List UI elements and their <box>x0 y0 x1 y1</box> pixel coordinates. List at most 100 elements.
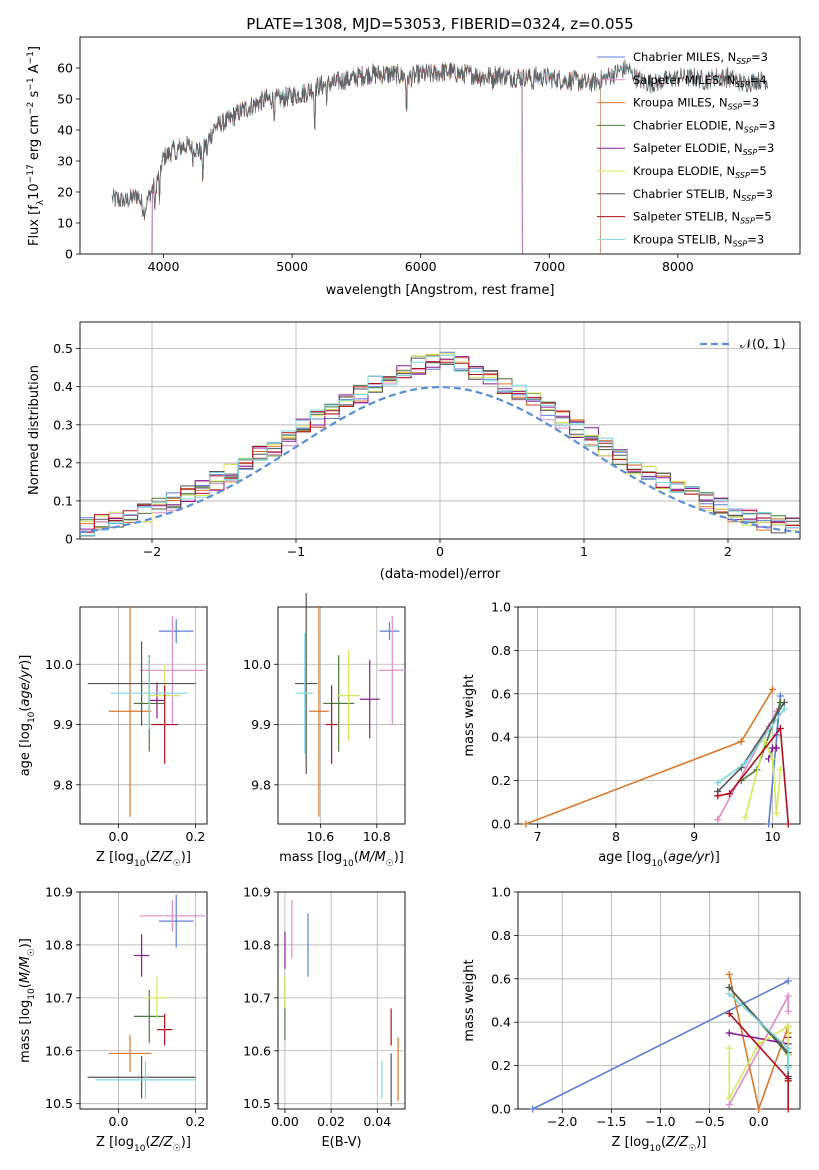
y-tick-label: 0.8 <box>491 928 511 943</box>
y-tick-label: 0.0 <box>491 817 511 832</box>
x-tick-label: 0.0 <box>749 1114 769 1129</box>
mass-vs-metallicity-panel: 0.0 0.2 10.5 10.6 10.7 10.8 10.9 Z [log10(Z/Z☉)… <box>18 885 208 1154</box>
weight-marker-kroupa-stelib <box>784 1064 792 1072</box>
axes-frame <box>517 891 801 1110</box>
y-axis-label: age [log10(age/yr)] <box>18 655 37 777</box>
x-tick-label: −1 <box>287 544 305 559</box>
y-tick-label: 9.9 <box>53 717 73 732</box>
x-axis-label: E(B-V) <box>321 1135 361 1150</box>
weight-marker-kroupa-elodie <box>784 1023 792 1031</box>
x-axis-label: wavelength [Angstrom, rest frame] <box>326 283 555 298</box>
weight-marker-kroupa-elodie <box>761 738 769 746</box>
y-tick-label: 0.1 <box>53 493 73 508</box>
residuals-panel: −2 −1 0 1 2 0 0.1 0.2 0.3 0.4 0.5 𝒩(0, 1) (data-mode… <box>27 321 801 582</box>
weight-marker-kroupa-miles <box>725 970 733 978</box>
y-tick-label: 0.4 <box>491 1015 511 1030</box>
y-tick-label: 40 <box>57 123 73 138</box>
x-tick-label: −2 <box>143 544 161 559</box>
x-tick-label: −0.5 <box>694 1114 724 1129</box>
x-tick-label: 7000 <box>533 259 565 274</box>
legend-label-chabrier-miles: Chabrier MILES, NSSP=3 <box>633 50 768 66</box>
weight-marker-salpeter-stelib <box>784 820 792 828</box>
legend-label-kroupa-stelib: Kroupa STELIB, NSSP=3 <box>633 232 764 248</box>
histogram-kroupa-elodie <box>80 353 800 532</box>
weight-marker-salpeter-miles <box>784 992 792 1000</box>
x-tick-label: 10.8 <box>363 829 391 844</box>
y-tick-label: 0.5 <box>53 341 73 356</box>
axes-frame <box>79 891 208 1110</box>
y-axis-label: mass weight <box>462 959 477 1041</box>
histogram-salpeter-stelib <box>80 361 800 533</box>
y-tick-label: 1.0 <box>491 885 511 900</box>
weight-vs-metallicity-panel: −2.0 −1.5 −1.0 −0.5 0.0 0.0 0.2 0.4 0.6 0.8 1.0 Z [… <box>462 885 801 1154</box>
x-tick-label: 0.02 <box>317 1114 345 1129</box>
axes-frame <box>277 891 406 1110</box>
y-tick-label: 0.6 <box>491 686 511 701</box>
y-tick-label: 10.7 <box>45 990 73 1005</box>
y-tick-label: 20 <box>57 185 73 200</box>
x-tick-label: 0.0 <box>109 829 129 844</box>
spectrum-line-chabrier-stelib <box>111 59 769 219</box>
weight-marker-chabrier-miles <box>776 692 784 700</box>
weight-line-chabrier-miles <box>532 980 789 1110</box>
axes-frame <box>79 606 208 825</box>
x-tick-label: 10.6 <box>306 829 334 844</box>
weight-marker-kroupa-stelib <box>784 1044 792 1052</box>
weight-marker-salpeter-stelib <box>725 1010 733 1018</box>
weight-marker-chabrier-miles <box>765 820 773 828</box>
x-tick-label: 0 <box>436 544 444 559</box>
weight-marker-salpeter-miles <box>725 1101 733 1109</box>
x-tick-label: 6000 <box>405 259 437 274</box>
weight-marker-kroupa-elodie <box>776 766 784 774</box>
weight-marker-salpeter-miles <box>714 816 722 824</box>
spectrum-line-kroupa-miles <box>111 62 601 254</box>
spectrum-line-salpeter-miles <box>111 62 601 254</box>
x-axis-label: Z [log10(Z/Z☉)] <box>96 1135 191 1154</box>
y-tick-label: 10.0 <box>243 657 271 672</box>
x-axis-label: Z [log10(Z/Z☉)] <box>96 850 191 869</box>
weight-marker-kroupa-miles <box>737 738 745 746</box>
x-tick-label: 4000 <box>148 259 180 274</box>
weight-marker-salpeter-miles <box>784 1007 792 1015</box>
spectrum-line-kroupa-elodie <box>151 62 523 255</box>
weight-marker-salpeter-stelib <box>784 1105 792 1113</box>
y-tick-label: 10.6 <box>243 1043 271 1058</box>
x-tick-label: 8000 <box>662 259 694 274</box>
spectrum-line-chabrier-elodie <box>151 61 523 255</box>
legend-label-kroupa-elodie: Kroupa ELODIE, NSSP=5 <box>633 164 767 180</box>
x-tick-label: 0.00 <box>271 1114 299 1129</box>
x-axis-label: Z [log10(Z/Z☉)] <box>612 1135 707 1154</box>
y-tick-label: 0.3 <box>53 417 73 432</box>
x-axis-label: mass [log10(M/M☉)] <box>279 850 404 869</box>
y-tick-label: 0.8 <box>491 643 511 658</box>
y-tick-label: 0.6 <box>491 971 511 986</box>
x-tick-label: −1.0 <box>645 1114 675 1129</box>
spectrum-line-salpeter-elodie <box>151 62 523 255</box>
y-tick-label: 10.0 <box>45 657 73 672</box>
weight-marker-chabrier-stelib <box>780 698 788 706</box>
y-tick-label: 0.0 <box>491 1102 511 1117</box>
y-tick-label: 30 <box>57 154 73 169</box>
x-tick-label: 1 <box>580 544 588 559</box>
weight-marker-chabrier-miles <box>529 1105 537 1113</box>
mass-vs-ebv-panel: 0.00 0.02 0.04 10.5 10.6 10.7 10.8 10.9 E(B-V) <box>243 885 406 1150</box>
y-tick-label: 10.5 <box>45 1096 73 1111</box>
weight-marker-kroupa-elodie <box>741 813 749 821</box>
weight-marker-kroupa-elodie <box>725 1044 733 1052</box>
spectrum-panel: 4000 5000 6000 7000 8000 0 10 20 30 40 50 60 Chabrie… <box>26 36 801 298</box>
y-axis-label: mass [log10(M/M☉)] <box>18 938 37 1063</box>
x-tick-label: 8 <box>612 829 620 844</box>
y-tick-label: 0.4 <box>53 379 73 394</box>
weight-marker-kroupa-elodie <box>773 809 780 817</box>
y-axis-label: mass weight <box>462 674 477 756</box>
weight-marker-salpeter-stelib <box>726 790 733 798</box>
x-tick-label: 0.04 <box>363 1114 391 1129</box>
x-tick-label: 0.0 <box>109 1114 129 1129</box>
weight-marker-kroupa-miles <box>769 685 777 693</box>
weight-marker-salpeter-stelib <box>714 792 722 800</box>
y-tick-label: 0 <box>65 247 73 262</box>
axes-frame <box>79 321 801 540</box>
x-tick-label: 0.2 <box>186 829 206 844</box>
weight-marker-kroupa-stelib <box>725 990 733 998</box>
weight-marker-kroupa-miles <box>755 1105 763 1113</box>
